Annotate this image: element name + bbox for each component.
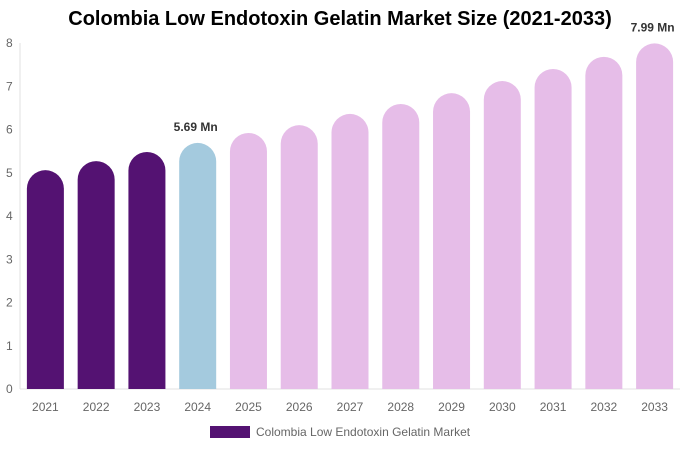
x-tick-label: 2033 xyxy=(641,400,668,414)
x-tick-label: 2025 xyxy=(235,400,262,414)
y-tick-label: 3 xyxy=(6,252,13,266)
y-tick-label: 1 xyxy=(6,339,13,353)
legend-label: Colombia Low Endotoxin Gelatin Market xyxy=(256,425,471,439)
y-tick-label: 7 xyxy=(6,79,13,93)
y-tick-label: 2 xyxy=(6,296,13,310)
bar-2031 xyxy=(534,68,572,389)
bar-2028 xyxy=(382,103,420,390)
y-tick-label: 8 xyxy=(6,36,13,50)
bar-2022 xyxy=(77,161,115,389)
x-tick-label: 2023 xyxy=(134,400,161,414)
y-tick-label: 6 xyxy=(6,123,13,137)
bar-2024 xyxy=(179,142,217,389)
data-label-2024: 5.69 Mn xyxy=(174,120,218,134)
x-tick-label: 2028 xyxy=(387,400,414,414)
bar-2025 xyxy=(229,132,267,389)
y-tick-label: 4 xyxy=(6,209,13,223)
y-tick-label: 5 xyxy=(6,166,13,180)
bar-2021 xyxy=(26,170,64,389)
bar-2033 xyxy=(636,43,674,390)
x-tick-label: 2030 xyxy=(489,400,516,414)
x-tick-label: 2021 xyxy=(32,400,59,414)
x-tick-label: 2032 xyxy=(590,400,617,414)
bar-2029 xyxy=(433,93,471,390)
x-tick-label: 2022 xyxy=(83,400,110,414)
legend: Colombia Low Endotoxin Gelatin Market xyxy=(210,425,470,439)
bar-2026 xyxy=(280,125,318,389)
legend-swatch xyxy=(210,426,250,438)
bar-2027 xyxy=(331,113,369,389)
x-tick-label: 2024 xyxy=(184,400,211,414)
chart-title: Colombia Low Endotoxin Gelatin Market Si… xyxy=(68,8,612,30)
x-tick-label: 2029 xyxy=(438,400,465,414)
x-tick-label: 2031 xyxy=(540,400,567,414)
x-tick-label: 2027 xyxy=(337,400,364,414)
y-tick-label: 0 xyxy=(6,382,13,396)
data-label-2033: 7.99 Mn xyxy=(631,20,675,34)
bar-2032 xyxy=(585,56,623,390)
bar-2023 xyxy=(128,151,166,389)
bar-2030 xyxy=(483,81,521,390)
x-tick-label: 2026 xyxy=(286,400,313,414)
